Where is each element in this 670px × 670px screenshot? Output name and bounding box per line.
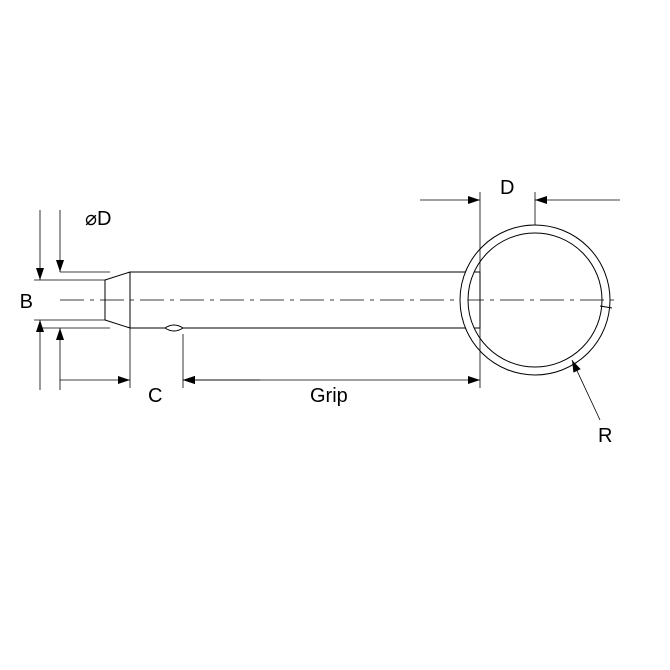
label-r: R [598,425,612,447]
label-d-top: D [500,177,514,199]
label-c: C [148,385,162,407]
pin-body [105,272,480,331]
label-diameter-d: ⌀D [85,208,111,230]
label-b: B [20,291,33,313]
label-grip: Grip [310,385,348,407]
